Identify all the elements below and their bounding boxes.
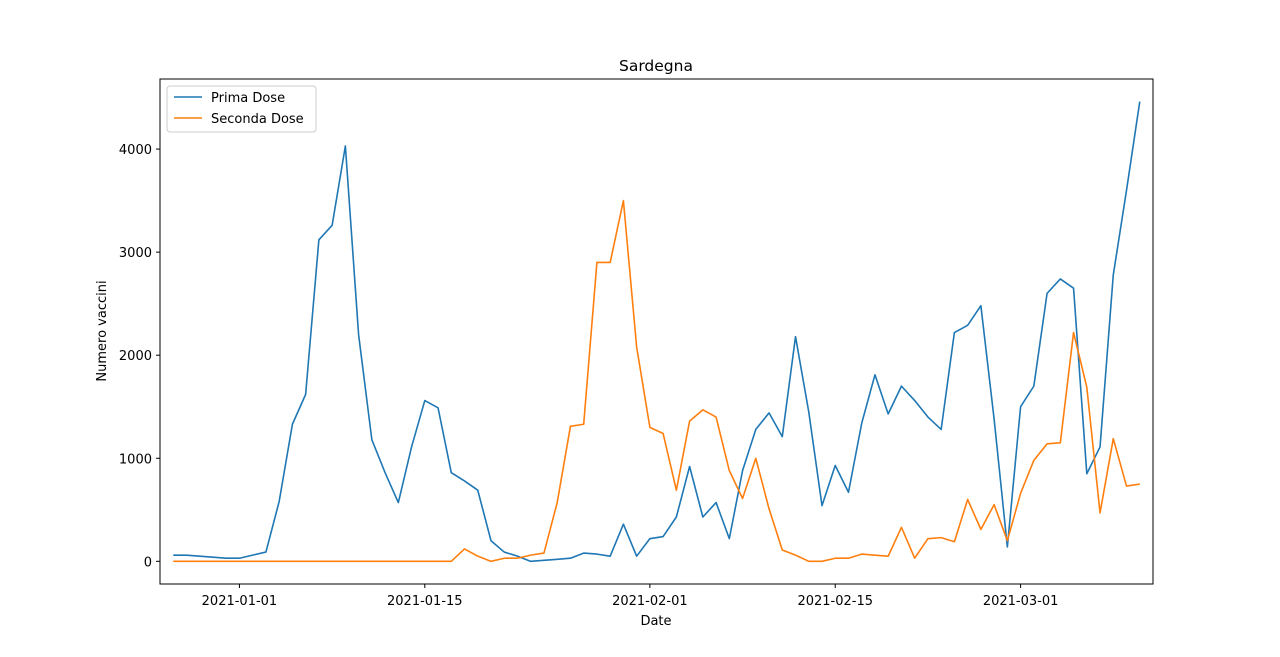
legend-label-prima-dose: Prima Dose [211,91,285,106]
y-tick-label: 4000 [119,143,152,158]
y-axis: 0 1000 2000 3000 4000 [119,143,160,570]
series-line-seconda-dose [173,199,1140,563]
y-tick-label: 2000 [119,349,152,364]
x-tick-label: 2021-02-15 [797,594,873,609]
chart-title: Sardegna [619,57,693,75]
y-tick-label: 0 [144,555,152,570]
x-axis-label: Date [640,614,671,629]
x-tick-label: 2021-01-15 [387,594,463,609]
x-tick-label: 2021-01-01 [202,594,278,609]
x-axis: 2021-01-01 2021-01-15 2021-02-01 2021-02-15… [202,584,1059,609]
legend-box [166,85,317,133]
plot-area [173,101,1141,563]
legend: Prima Dose Seconda Dose [166,85,317,133]
y-tick-label: 1000 [119,452,152,467]
legend-label-seconda-dose: Seconda Dose [211,112,304,127]
y-tick-label: 3000 [119,246,152,261]
y-axis-label: Numero vaccini [95,280,110,381]
x-tick-label: 2021-02-01 [612,594,688,609]
series-line-prima-dose [173,101,1141,563]
plot-frame [159,78,1154,585]
x-tick-label: 2021-03-01 [983,594,1059,609]
